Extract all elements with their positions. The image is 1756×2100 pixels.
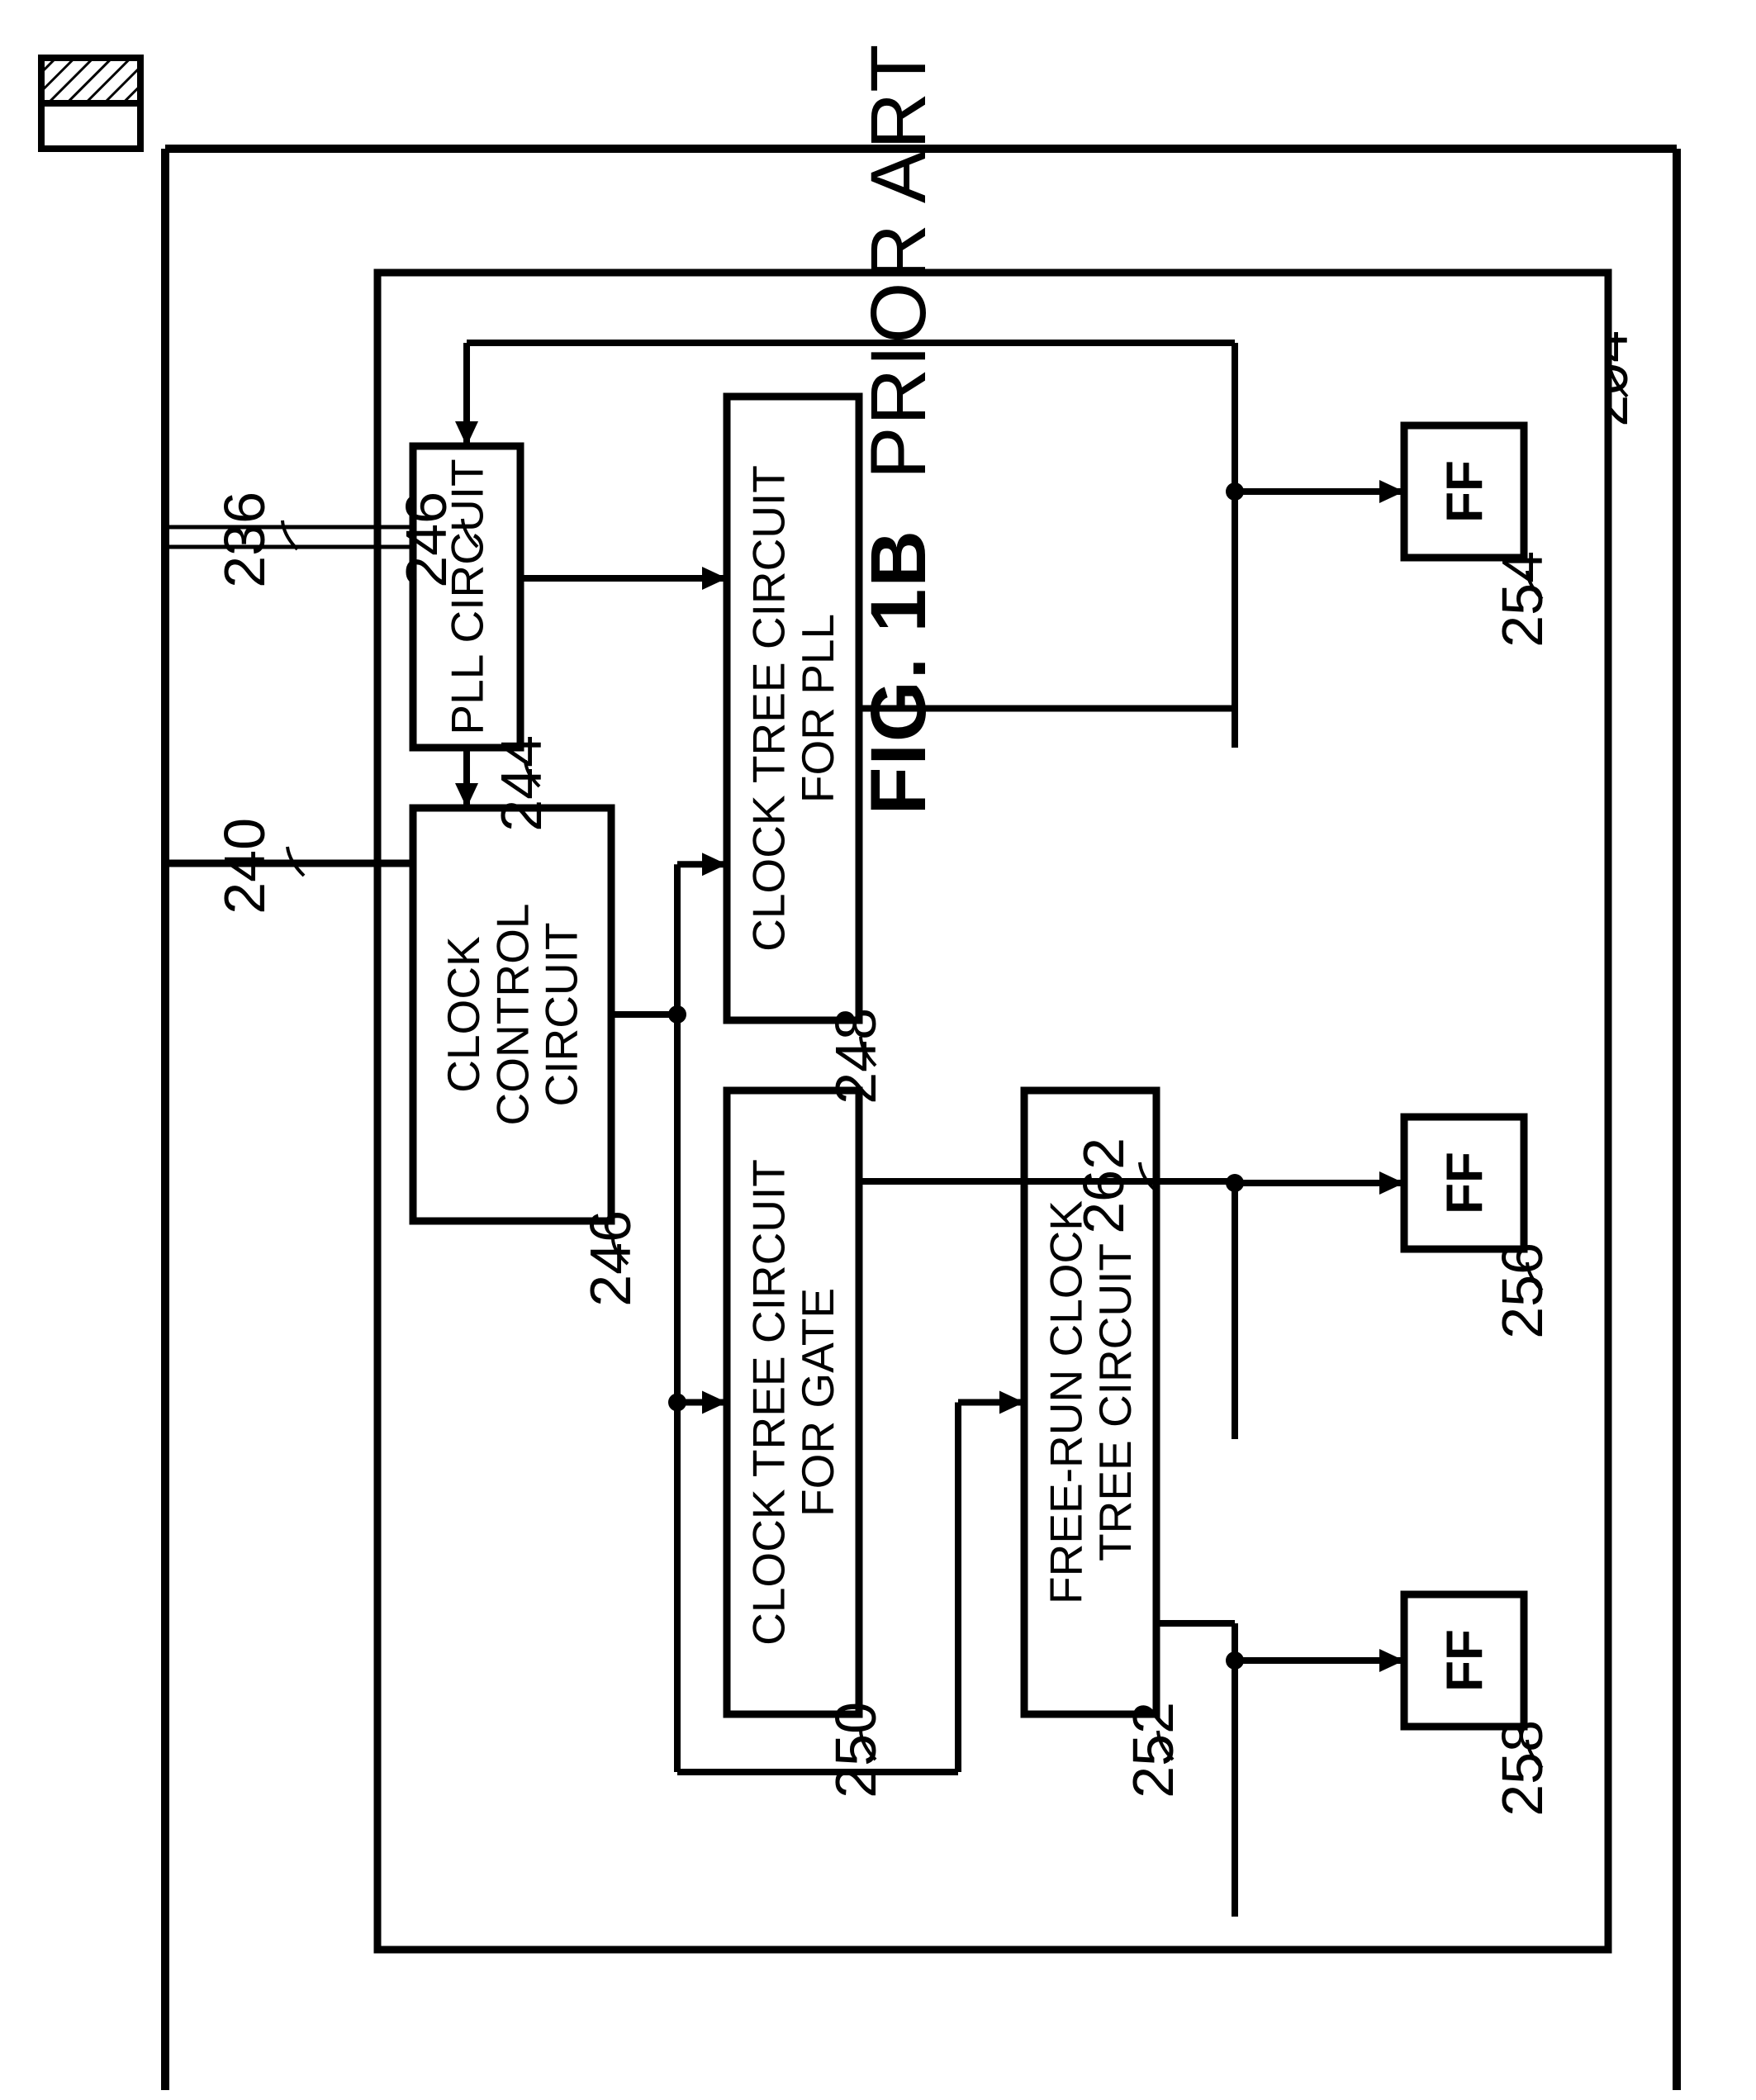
svg-text:CIRCUIT: CIRCUIT xyxy=(536,922,587,1106)
svg-text:262: 262 xyxy=(1071,1138,1136,1234)
svg-text:246: 246 xyxy=(578,1210,643,1307)
svg-text:FF: FF xyxy=(1436,1152,1493,1214)
svg-text:CLOCK TREE CIRCUIT: CLOCK TREE CIRCUIT xyxy=(743,465,795,952)
svg-text:FF: FF xyxy=(1436,460,1493,523)
svg-text:CONTROL: CONTROL xyxy=(486,904,538,1126)
svg-text:CLOCK TREE CIRCUIT: CLOCK TREE CIRCUIT xyxy=(743,1159,795,1646)
svg-text:254: 254 xyxy=(1490,551,1554,648)
svg-text:PLL CIRCUIT: PLL CIRCUIT xyxy=(441,458,492,734)
svg-text:240: 240 xyxy=(212,818,277,915)
svg-text:FF: FF xyxy=(1436,1629,1493,1692)
svg-text:FIG. 1B: FIG. 1B xyxy=(855,529,942,815)
svg-text:252: 252 xyxy=(1121,1702,1185,1798)
svg-text:258: 258 xyxy=(1490,1720,1554,1817)
svg-text:FOR GATE: FOR GATE xyxy=(792,1288,843,1517)
svg-text:PRIOR ART: PRIOR ART xyxy=(855,43,942,479)
svg-text:250: 250 xyxy=(823,1702,888,1798)
svg-text:FOR PLL: FOR PLL xyxy=(792,614,843,803)
svg-text:CLOCK: CLOCK xyxy=(438,936,489,1093)
svg-text:256: 256 xyxy=(1490,1242,1554,1339)
svg-text:FREE-RUN CLOCK: FREE-RUN CLOCK xyxy=(1041,1200,1092,1604)
svg-text:236: 236 xyxy=(212,492,277,588)
svg-text:244: 244 xyxy=(489,735,553,832)
svg-text:TREE CIRCUIT: TREE CIRCUIT xyxy=(1089,1243,1141,1561)
